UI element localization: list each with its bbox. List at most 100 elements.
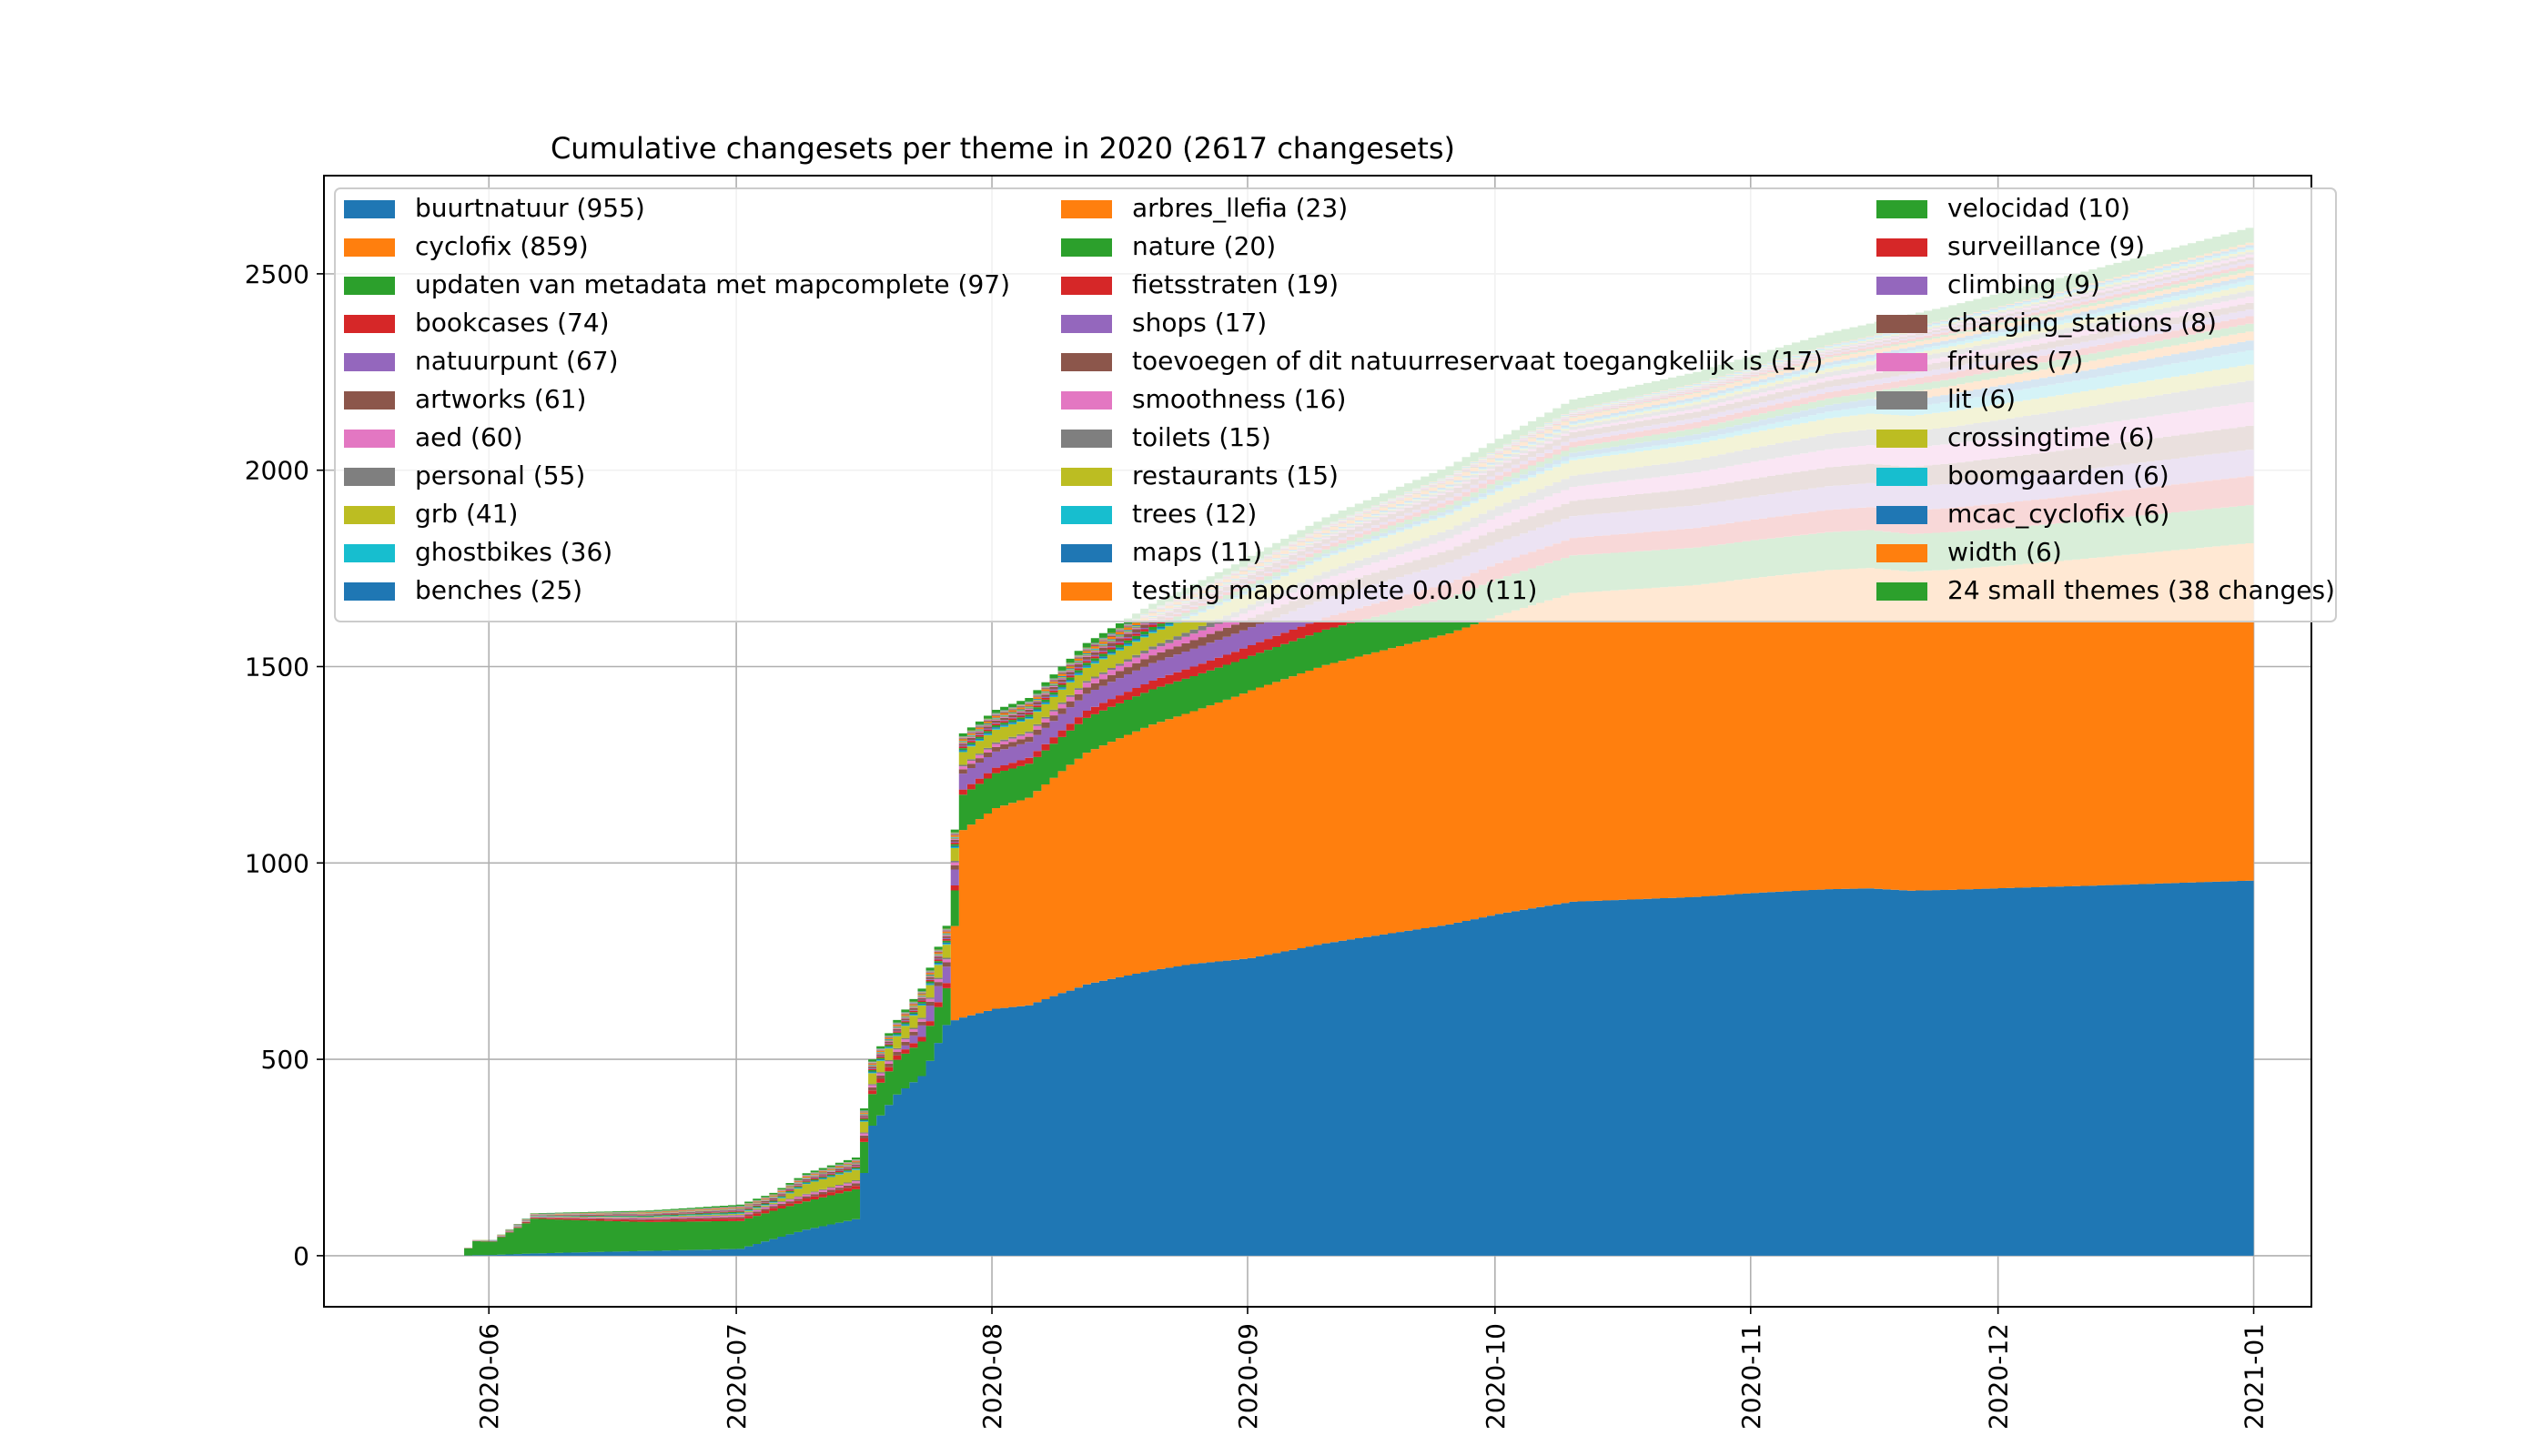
legend-item: toevoegen of dit natuurreservaat toegang… (1061, 346, 1823, 376)
legend-item: mcac_cyclofix (6) (1876, 499, 2169, 529)
legend-item: updaten van metadata met mapcomplete (97… (344, 269, 1010, 299)
legend-swatch (344, 277, 395, 295)
legend-label: trees (12) (1132, 499, 1257, 529)
legend-item: trees (12) (1061, 499, 1257, 529)
legend-label: restaurants (15) (1132, 460, 1339, 490)
x-tick-label: 2020-06 (474, 1323, 504, 1430)
legend-label: climbing (9) (1947, 269, 2100, 299)
legend-item: grb (41) (344, 499, 518, 529)
legend-item: benches (25) (344, 575, 582, 605)
legend-swatch (1876, 430, 1927, 448)
legend-swatch (1061, 430, 1112, 448)
legend-label: charging_stations (8) (1947, 308, 2217, 338)
legend-item: nature (20) (1061, 231, 1276, 261)
legend-item: climbing (9) (1876, 269, 2100, 299)
legend-swatch (1876, 238, 1927, 257)
legend-box (334, 187, 2337, 622)
legend-label: crossingtime (6) (1947, 422, 2155, 452)
legend-item: restaurants (15) (1061, 460, 1339, 490)
legend-swatch (1876, 277, 1927, 295)
legend-swatch (344, 238, 395, 257)
legend-item: aed (60) (344, 422, 523, 452)
legend-swatch (344, 506, 395, 524)
y-tick-label: 1500 (245, 652, 309, 682)
legend-label: benches (25) (415, 575, 582, 605)
legend-swatch (1061, 353, 1112, 371)
legend-swatch (1876, 353, 1927, 371)
area-buurtnatuur (456, 880, 2254, 1256)
legend-item: boomgaarden (6) (1876, 460, 2169, 490)
legend-swatch (1876, 391, 1927, 410)
x-tick-label: 2021-01 (2240, 1323, 2270, 1430)
legend-swatch (1061, 544, 1112, 562)
legend-label: maps (11) (1132, 537, 1262, 567)
legend-swatch (344, 544, 395, 562)
y-tick-label: 2500 (245, 259, 309, 289)
legend-item: maps (11) (1061, 537, 1262, 567)
area-cyclofix (456, 542, 2254, 1256)
area-grb (456, 364, 2254, 1256)
x-tick-label: 2020-12 (1984, 1323, 2014, 1430)
legend-label: aed (60) (415, 422, 523, 452)
legend-item: velocidad (10) (1876, 193, 2130, 223)
legend-item: fritures (7) (1876, 346, 2083, 376)
legend-label: testing mapcomplete 0.0.0 (11) (1132, 575, 1537, 605)
legend-item: shops (17) (1061, 308, 1267, 338)
legend-swatch (1061, 582, 1112, 601)
legend-item: crossingtime (6) (1876, 422, 2155, 452)
legend-item: smoothness (16) (1061, 384, 1346, 414)
legend-item: lit (6) (1876, 384, 2016, 414)
legend-item: charging_stations (8) (1876, 308, 2217, 338)
legend-swatch (1876, 544, 1927, 562)
legend-item: fietsstraten (19) (1061, 269, 1339, 299)
x-axis: 2020-06 2020-07 2020-08 2020-09 2020-10 2020-… (474, 1307, 2270, 1430)
y-tick-label: 2000 (245, 456, 309, 486)
legend-label: grb (41) (415, 499, 518, 529)
legend-item: 24 small themes (38 changes) (1876, 575, 2335, 605)
legend-item: artworks (61) (344, 384, 586, 414)
chart-title: Cumulative changesets per theme in 2020 … (551, 131, 1455, 166)
legend-swatch (1876, 582, 1927, 601)
legend-label: fritures (7) (1947, 346, 2083, 376)
legend-item: testing mapcomplete 0.0.0 (11) (1061, 575, 1537, 605)
legend-label: mcac_cyclofix (6) (1947, 499, 2169, 529)
legend-label: toilets (15) (1132, 422, 1271, 452)
x-tick-label: 2020-10 (1481, 1323, 1511, 1430)
area-updaten-van-metadata-met-mapcomplete (456, 505, 2254, 1256)
legend-label: personal (55) (415, 460, 585, 490)
legend-swatch (1061, 238, 1112, 257)
legend-label: velocidad (10) (1947, 193, 2130, 223)
legend-label: boomgaarden (6) (1947, 460, 2169, 490)
x-tick-label: 2020-11 (1736, 1323, 1766, 1430)
legend-label: arbres_llefia (23) (1132, 193, 1348, 223)
legend-label: nature (20) (1132, 231, 1276, 261)
legend-swatch (1876, 506, 1927, 524)
legend-item: personal (55) (344, 460, 585, 490)
legend-swatch (1061, 468, 1112, 486)
legend-swatch (1876, 315, 1927, 333)
legend-label: natuurpunt (67) (415, 346, 619, 376)
legend-label: shops (17) (1132, 308, 1267, 338)
legend-swatch (1876, 468, 1927, 486)
legend-label: ghostbikes (36) (415, 537, 612, 567)
legend-swatch (344, 315, 395, 333)
plot-frame (323, 175, 2312, 1308)
legend-label: artworks (61) (415, 384, 586, 414)
legend: buurtnatuur (955) cyclofix (859) updaten v… (334, 187, 2337, 622)
legend-item: bookcases (74) (344, 308, 610, 338)
legend-swatch (344, 391, 395, 410)
legend-label: 24 small themes (38 changes) (1947, 575, 2335, 605)
legend-item: ghostbikes (36) (344, 537, 612, 567)
legend-label: buurtnatuur (955) (415, 193, 645, 223)
y-tick-label: 0 (293, 1241, 309, 1271)
legend-label: smoothness (16) (1132, 384, 1346, 414)
legend-label: lit (6) (1947, 384, 2016, 414)
legend-swatch (1061, 391, 1112, 410)
legend-swatch (344, 582, 395, 601)
legend-item: natuurpunt (67) (344, 346, 619, 376)
y-axis: 0 500 1000 1500 2000 2500 (245, 259, 324, 1271)
y-tick-label: 500 (261, 1045, 309, 1075)
legend-label: toevoegen of dit natuurreservaat toegang… (1132, 346, 1823, 376)
legend-label: updaten van metadata met mapcomplete (97… (415, 269, 1010, 299)
legend-swatch (1061, 200, 1112, 218)
